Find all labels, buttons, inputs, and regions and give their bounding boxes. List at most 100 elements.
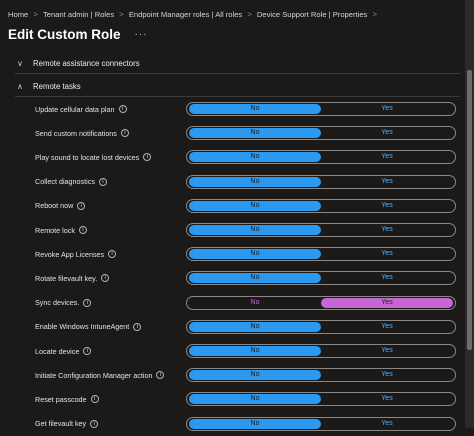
toggle-option-yes[interactable]: Yes bbox=[381, 105, 393, 112]
toggle-option-no[interactable]: No bbox=[189, 176, 321, 187]
toggle-option-yes[interactable]: Yes bbox=[381, 347, 393, 354]
title-row: Edit Custom Role ··· bbox=[8, 24, 148, 44]
toggle-option-no[interactable]: No bbox=[189, 225, 321, 235]
permission-row-update-cellular-data-plan: Update cellular data plan i No Yes bbox=[35, 97, 460, 121]
permission-label: Send custom notifications i bbox=[35, 129, 186, 138]
permission-label: Sync devices. i bbox=[35, 298, 186, 307]
permission-label: Enable Windows IntuneAgent i bbox=[35, 322, 186, 331]
yes-no-toggle[interactable]: No Yes bbox=[186, 344, 456, 358]
yes-no-toggle[interactable]: No Yes bbox=[186, 368, 456, 383]
yes-no-toggle[interactable]: No Yes bbox=[186, 271, 456, 286]
yes-no-toggle[interactable]: No Yes bbox=[186, 198, 456, 213]
permission-label: Collect diagnostics i bbox=[35, 177, 186, 186]
permission-label-text: Play sound to locate lost devices bbox=[35, 152, 140, 162]
yes-no-toggle[interactable]: No Yes bbox=[186, 223, 456, 237]
breadcrumb-separator: > bbox=[247, 9, 252, 19]
permission-label-text: Update cellular data plan bbox=[35, 104, 115, 114]
toggle-option-no[interactable]: No bbox=[189, 104, 321, 114]
permission-label-text: Enable Windows IntuneAgent bbox=[35, 322, 130, 332]
info-icon[interactable]: i bbox=[101, 274, 110, 283]
toggle-option-no[interactable]: No bbox=[189, 418, 321, 429]
permission-label-text: Remote lock bbox=[35, 225, 75, 235]
yes-no-toggle[interactable]: No Yes bbox=[186, 150, 456, 165]
toggle-option-yes[interactable]: Yes bbox=[381, 395, 393, 403]
permission-row-remote-lock: Remote lock i No Yes bbox=[35, 218, 460, 242]
permission-label-text: Collect diagnostics bbox=[35, 177, 95, 187]
permission-row-collect-diagnostics: Collect diagnostics i No Yes bbox=[35, 170, 460, 194]
permission-row-rotate-filevault-key: Rotate filevault key. i No Yes bbox=[35, 266, 460, 290]
breadcrumb-separator: > bbox=[33, 9, 38, 19]
section-label: Remote assistance connectors bbox=[33, 58, 140, 68]
chevron-down-icon: ∨ bbox=[17, 58, 23, 68]
permission-label-text: Reboot now bbox=[35, 201, 74, 211]
info-icon[interactable]: i bbox=[118, 105, 127, 113]
toggle-option-yes[interactable]: Yes bbox=[381, 274, 393, 282]
toggle-option-no[interactable]: No bbox=[189, 128, 321, 139]
yes-no-toggle[interactable]: No Yes bbox=[186, 392, 456, 407]
permission-row-reboot-now: Reboot now i No Yes bbox=[35, 194, 460, 218]
yes-no-toggle[interactable]: No Yes bbox=[186, 416, 456, 431]
breadcrumb-tenant-admin-roles[interactable]: Tenant admin | Roles bbox=[42, 9, 115, 19]
toggle-option-no[interactable]: No bbox=[189, 200, 321, 211]
info-icon[interactable]: i bbox=[83, 347, 92, 355]
toggle-option-yes[interactable]: Yes bbox=[381, 201, 393, 209]
permission-row-locate-device: Locate device i No Yes bbox=[35, 339, 460, 363]
breadcrumb-device-support-role[interactable]: Device Support Role | Properties bbox=[256, 9, 368, 19]
breadcrumb: Home > Tenant admin | Roles > Endpoint M… bbox=[8, 8, 377, 20]
toggle-option-no[interactable]: No bbox=[189, 321, 321, 332]
info-icon[interactable]: i bbox=[98, 177, 107, 186]
toggle-option-yes[interactable]: Yes bbox=[381, 371, 393, 379]
toggle-option-no[interactable]: No bbox=[189, 273, 321, 284]
section-remote-assistance-connectors[interactable]: ∨ Remote assistance connectors bbox=[15, 53, 460, 74]
permission-label: Remote lock i bbox=[35, 226, 186, 235]
toggle-option-yes[interactable]: Yes bbox=[381, 250, 393, 258]
info-icon[interactable]: i bbox=[90, 419, 99, 428]
breadcrumb-endpoint-manager-roles[interactable]: Endpoint Manager roles | All roles bbox=[128, 9, 243, 19]
section-remote-tasks[interactable]: ∧ Remote tasks bbox=[15, 76, 460, 97]
permission-label-text: Revoke App Licenses bbox=[35, 249, 105, 259]
breadcrumb-home[interactable]: Home bbox=[8, 9, 29, 19]
permission-label-text: Reset passcode bbox=[35, 394, 87, 404]
info-icon[interactable]: i bbox=[78, 226, 87, 234]
toggle-option-no[interactable]: No bbox=[250, 298, 260, 306]
permission-row-revoke-app-licenses: Revoke App Licenses i No Yes bbox=[35, 242, 460, 266]
info-icon[interactable]: i bbox=[108, 250, 117, 259]
permission-row-send-custom-notifications: Send custom notifications i No Yes bbox=[35, 121, 460, 145]
info-icon[interactable]: i bbox=[83, 298, 92, 307]
toggle-option-no[interactable]: No bbox=[189, 370, 321, 381]
toggle-option-no[interactable]: No bbox=[189, 346, 321, 356]
scrollbar-thumb[interactable] bbox=[467, 70, 472, 350]
toggle-option-yes[interactable]: Yes bbox=[381, 419, 393, 427]
toggle-option-yes[interactable]: Yes bbox=[381, 129, 393, 137]
permission-label-text: Sync devices. bbox=[35, 298, 80, 308]
permission-label-text: Get filevault key bbox=[35, 419, 87, 429]
info-icon[interactable]: i bbox=[120, 129, 129, 138]
permission-row-enable-windows-intuneagent: Enable Windows IntuneAgent i No Yes bbox=[35, 315, 460, 339]
yes-no-toggle[interactable]: No Yes bbox=[186, 247, 456, 262]
more-options-icon[interactable]: ··· bbox=[134, 28, 148, 40]
toggle-option-yes[interactable]: Yes bbox=[381, 153, 393, 161]
yes-no-toggle[interactable]: No Yes bbox=[186, 295, 456, 310]
toggle-option-no[interactable]: No bbox=[189, 152, 321, 163]
permission-row-reset-passcode: Reset passcode i No Yes bbox=[35, 387, 460, 411]
permission-label: Rotate filevault key. i bbox=[35, 274, 186, 283]
info-icon[interactable]: i bbox=[156, 371, 165, 380]
yes-no-toggle[interactable]: No Yes bbox=[186, 319, 456, 334]
yes-no-toggle[interactable]: No Yes bbox=[186, 126, 456, 141]
toggle-option-yes[interactable]: Yes bbox=[321, 297, 453, 308]
info-icon[interactable]: i bbox=[143, 153, 152, 162]
info-icon[interactable]: i bbox=[133, 322, 142, 331]
info-icon[interactable]: i bbox=[90, 395, 99, 404]
toggle-option-no[interactable]: No bbox=[189, 249, 321, 260]
breadcrumb-separator: > bbox=[119, 9, 124, 19]
toggle-option-yes[interactable]: Yes bbox=[381, 177, 393, 185]
permission-label: Reboot now i bbox=[35, 201, 186, 210]
yes-no-toggle[interactable]: No Yes bbox=[186, 102, 456, 116]
toggle-option-yes[interactable]: Yes bbox=[381, 322, 393, 330]
permission-label-text: Initiate Configuration Manager action bbox=[35, 370, 153, 380]
toggle-option-yes[interactable]: Yes bbox=[381, 226, 393, 233]
permission-label-text: Send custom notifications bbox=[35, 128, 117, 138]
toggle-option-no[interactable]: No bbox=[189, 394, 321, 405]
yes-no-toggle[interactable]: No Yes bbox=[186, 174, 456, 189]
info-icon[interactable]: i bbox=[77, 201, 86, 210]
